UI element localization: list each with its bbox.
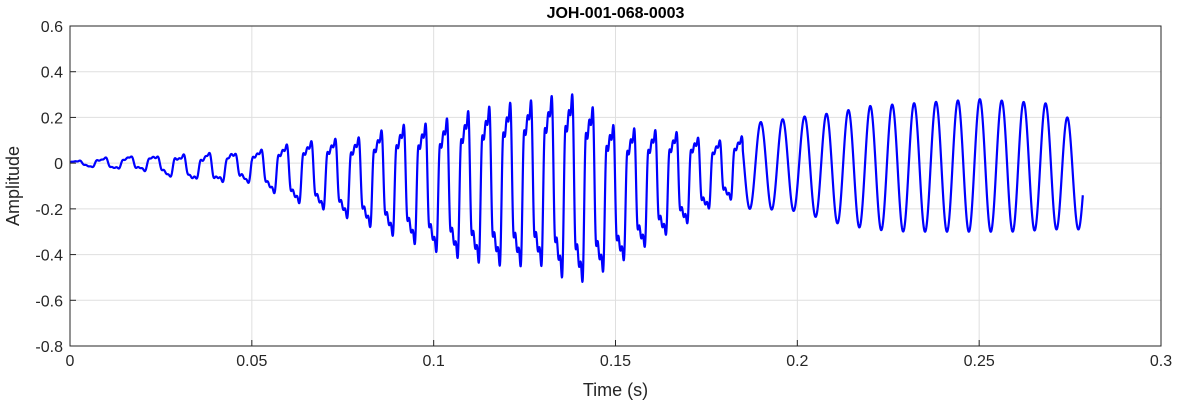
x-tick-label: 0.15 xyxy=(600,353,631,370)
x-tick-label: 0.05 xyxy=(236,353,267,370)
y-tick-label: -0.6 xyxy=(35,293,63,310)
x-tick-label: 0.25 xyxy=(964,353,995,370)
signal-line xyxy=(70,93,1084,283)
x-axis: 0 0.05 0.1 0.15 0.2 0.25 0.3 xyxy=(66,340,1172,370)
x-tick-label: 0.3 xyxy=(1150,353,1172,370)
x-tick-label: 0.1 xyxy=(423,353,445,370)
y-tick-label: 0 xyxy=(54,156,63,173)
y-tick-label: -0.4 xyxy=(35,248,63,265)
x-axis-label: Time (s) xyxy=(583,380,648,400)
y-tick-label: 0.2 xyxy=(41,110,63,127)
y-tick-label: 0.4 xyxy=(41,65,63,82)
x-tick-label: 0.2 xyxy=(786,353,808,370)
x-tick-label: 0 xyxy=(66,353,75,370)
y-tick-label: -0.2 xyxy=(35,202,63,219)
y-axis: -0.8 -0.6 -0.4 -0.2 0 0.2 0.4 0.6 xyxy=(35,19,76,356)
y-axis-label: Amplitude xyxy=(3,146,23,226)
y-tick-label: -0.8 xyxy=(35,339,63,356)
chart-title: JOH-001-068-0003 xyxy=(547,5,685,22)
y-tick-label: 0.6 xyxy=(41,19,63,36)
